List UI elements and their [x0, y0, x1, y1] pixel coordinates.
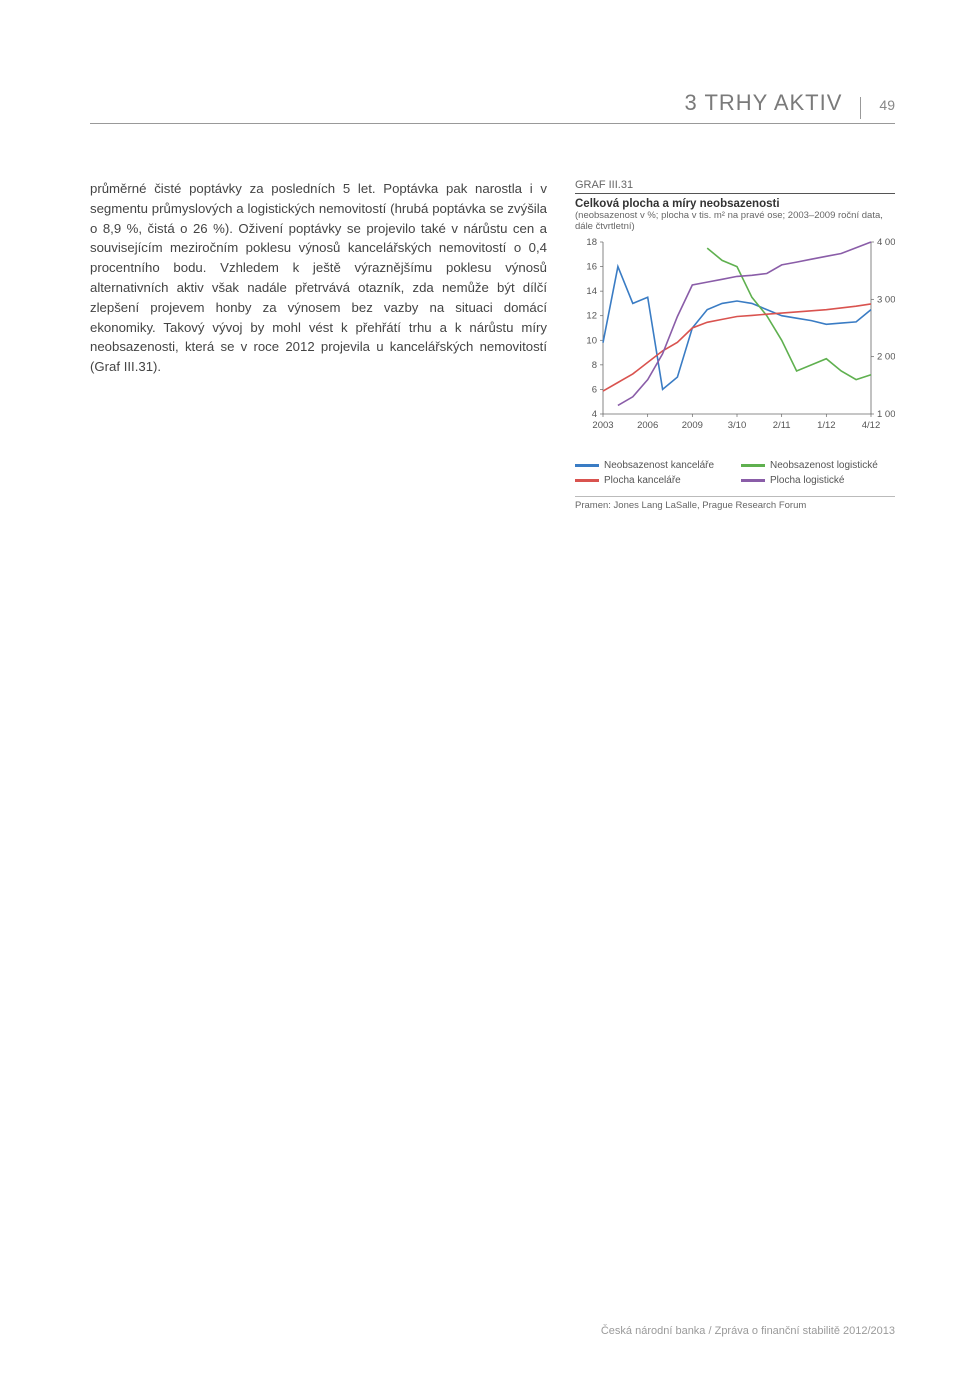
- legend-label: Neobsazenost kanceláře: [604, 460, 714, 471]
- legend-item: Plocha logistické: [741, 475, 895, 486]
- svg-text:4/12: 4/12: [862, 420, 881, 431]
- svg-text:2 000: 2 000: [877, 352, 895, 363]
- legend-item: Plocha kanceláře: [575, 475, 729, 486]
- line-chart: 4 6 8 10 12 14 16 18 1 000 2 000 3 000 4 000 2003 200…: [575, 234, 895, 454]
- svg-text:3/10: 3/10: [728, 420, 747, 431]
- svg-text:18: 18: [586, 237, 597, 248]
- svg-text:2009: 2009: [682, 420, 703, 431]
- svg-text:3 000: 3 000: [877, 294, 895, 305]
- legend-swatch: [741, 464, 765, 467]
- page-header: 3 TRHY AKTIV 49: [90, 90, 895, 124]
- page-footer: Česká národní banka / Zpráva o finanční …: [601, 1325, 895, 1337]
- svg-text:4 000: 4 000: [877, 237, 895, 248]
- page-number: 49: [879, 97, 895, 113]
- chart-title: Celková plocha a míry neobsazenosti: [575, 198, 895, 210]
- svg-text:8: 8: [592, 360, 597, 371]
- chart-subtitle: (neobsazenost v %; plocha v tis. m² na p…: [575, 210, 895, 232]
- legend-swatch: [575, 464, 599, 467]
- svg-text:4: 4: [592, 409, 597, 420]
- body-text: průměrné čisté poptávky za posledních 5 …: [90, 179, 547, 511]
- svg-text:6: 6: [592, 384, 597, 395]
- legend-swatch: [741, 479, 765, 482]
- content-columns: průměrné čisté poptávky za posledních 5 …: [90, 179, 895, 511]
- svg-text:14: 14: [586, 286, 597, 297]
- svg-text:2003: 2003: [592, 420, 613, 431]
- svg-text:1/12: 1/12: [817, 420, 836, 431]
- chart-legend: Neobsazenost kanceláře Neobsazenost logis…: [575, 460, 895, 486]
- svg-text:2006: 2006: [637, 420, 658, 431]
- section-title: 3 TRHY AKTIV: [685, 90, 843, 116]
- source-label: Pramen:: [575, 500, 611, 511]
- legend-item: Neobsazenost kanceláře: [575, 460, 729, 471]
- chart-panel: GRAF III.31 Celková plocha a míry neobsa…: [575, 179, 895, 511]
- legend-item: Neobsazenost logistické: [741, 460, 895, 471]
- legend-label: Plocha logistické: [770, 475, 844, 486]
- chart-rule-top: [575, 193, 895, 194]
- legend-label: Neobsazenost logistické: [770, 460, 878, 471]
- source-text: Jones Lang LaSalle, Prague Research Foru…: [614, 500, 807, 511]
- svg-text:10: 10: [586, 335, 597, 346]
- page-number-box: 49: [860, 97, 895, 119]
- legend-label: Plocha kanceláře: [604, 475, 681, 486]
- chart-source: Pramen: Jones Lang LaSalle, Prague Resea…: [575, 496, 895, 511]
- svg-text:1 000: 1 000: [877, 409, 895, 420]
- svg-text:16: 16: [586, 262, 597, 273]
- chart-label: GRAF III.31: [575, 179, 895, 191]
- legend-swatch: [575, 479, 599, 482]
- svg-text:12: 12: [586, 311, 597, 322]
- svg-text:2/11: 2/11: [773, 420, 791, 431]
